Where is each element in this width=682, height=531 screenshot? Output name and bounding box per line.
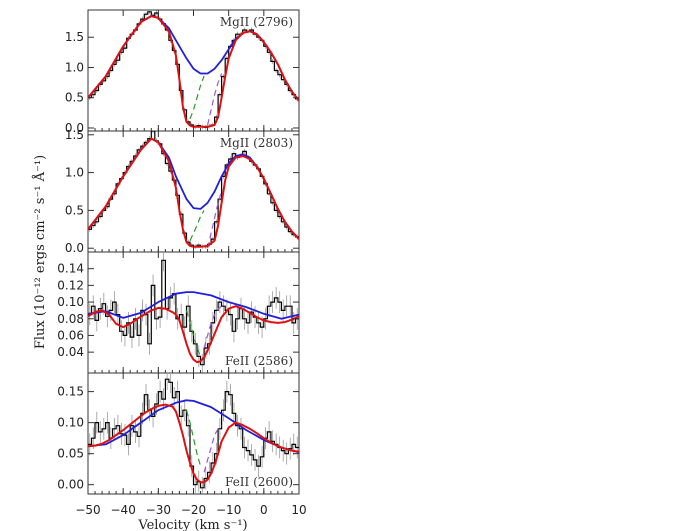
panel-3: 0.04 0.06 0.08 0.10 0.12 0.14 FeII (2586): [57, 251, 300, 374]
y-tick-label: 1.5: [65, 30, 84, 44]
x-tick-label: −50: [75, 503, 100, 517]
fit-line: [88, 403, 299, 484]
data-histogram: [88, 259, 299, 366]
y-tick-label: 1.5: [65, 128, 84, 142]
component-1-line: [189, 210, 205, 241]
panels-group: 0.0 0.5 1.0 1.5 MgII (2796) 0.0 0.5 1.0 1.5 MgII …: [57, 9, 307, 517]
fit-line: [88, 137, 299, 248]
y-tick-label: 0.0: [65, 121, 84, 135]
component-2-line: [207, 73, 223, 126]
x-tick-label: −20: [181, 503, 206, 517]
y-tick-label: 0.00: [57, 478, 84, 492]
y-tick-label: 0.04: [57, 345, 84, 359]
component-1-line: [189, 75, 205, 120]
x-tick-label: −10: [216, 503, 241, 517]
y-tick-label: 0.14: [57, 262, 84, 276]
plot-area: [88, 131, 299, 250]
y-tick-label: 0.5: [65, 203, 84, 217]
component-1-line: [185, 310, 202, 357]
plot-area: [88, 252, 299, 373]
fit-line: [88, 15, 299, 128]
ion-label: FeII (2586): [225, 354, 293, 368]
y-tick-label: 0.10: [57, 295, 84, 309]
x-tick-label: −30: [146, 503, 171, 517]
panel-2: 0.0 0.5 1.0 1.5 MgII (2803): [65, 128, 300, 255]
panel-1: 0.0 0.5 1.0 1.5 MgII (2796): [65, 9, 300, 135]
x-tick-label: −40: [111, 503, 136, 517]
y-tick-label: 0.12: [57, 278, 84, 292]
component-2-line: [207, 191, 223, 249]
y-axis-label: Flux (10⁻¹² ergs cm⁻² s⁻¹ Å⁻¹): [32, 155, 48, 349]
component-2-line: [203, 425, 222, 473]
fit-line: [88, 305, 299, 364]
y-tick-label: 0.10: [57, 416, 84, 430]
y-tick-label: 1.0: [65, 166, 84, 180]
x-tick-label: 0: [260, 503, 268, 517]
y-tick-label: 0.08: [57, 312, 84, 326]
y-tick-label: 0.06: [57, 328, 84, 342]
intrinsic-profile-line: [88, 291, 299, 320]
y-tick-label: 0.15: [57, 385, 84, 399]
intrinsic-profile-line: [88, 399, 299, 454]
component-2-line: [203, 305, 222, 349]
plot-area: [88, 373, 299, 494]
panel-4: 0.00 0.05 0.10 0.15 FeII (2600): [57, 372, 300, 495]
ion-label: FeII (2600): [225, 475, 293, 489]
ion-label: MgII (2803): [220, 136, 293, 150]
y-tick-label: 0.0: [65, 241, 84, 255]
ion-label: MgII (2796): [220, 15, 293, 29]
y-tick-label: 0.05: [57, 447, 84, 461]
x-tick-label: 10: [291, 503, 306, 517]
x-axis-label: Velocity (km s⁻¹): [137, 518, 247, 531]
y-tick-label: 0.5: [65, 91, 84, 105]
y-tick-label: 1.0: [65, 60, 84, 74]
